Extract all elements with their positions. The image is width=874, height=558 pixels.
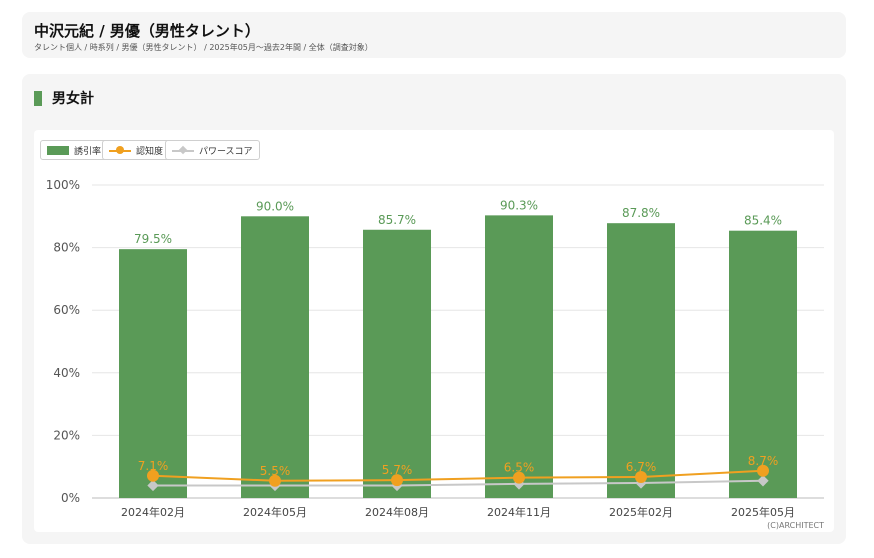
awareness-value-label: 6.7% [626,460,657,474]
y-tick-label: 60% [53,303,80,317]
awareness-point [391,474,403,487]
x-tick-label: 2024年02月 [121,505,185,519]
awareness-point [635,471,647,484]
chart-svg: 0% 20% 40% 60% 80% 100% 2024年02月 2024年05月 2024年0… [46,178,824,519]
awareness-point [269,474,281,487]
x-tick-label: 2024年05月 [243,505,307,519]
chart-card: 男女計 0% 20% 40% 60% 80% 100% 2024年02月 2024年05月 20… [22,74,846,544]
bar [119,249,187,498]
bar [241,216,309,499]
page-title: 中沢元紀 / 男優（男性タレント） [34,22,260,40]
line-diamond-swatch-icon [172,145,194,155]
section-title: 男女計 [52,91,94,107]
bar-value-label: 90.0% [256,199,294,213]
x-tick-label: 2024年11月 [487,505,551,519]
section-marker [34,91,42,106]
legend-attraction-button[interactable]: 誘引率 [40,140,109,160]
legend-awareness-button[interactable]: 認知度 [102,140,171,160]
y-tick-label: 100% [46,178,80,192]
y-tick-label: 80% [53,241,80,255]
power-point [757,475,769,487]
awareness-point [513,471,525,484]
bar [607,223,675,498]
awareness-point [757,464,769,477]
awareness-value-label: 5.7% [382,463,413,477]
awareness-point [147,469,159,482]
x-tick-label: 2025年05月 [731,505,795,519]
awareness-value-label: 7.1% [138,459,169,473]
bar-value-label: 85.4% [744,214,782,228]
copyright: (C)ARCHITECT [767,521,824,530]
y-tick-label: 20% [53,428,80,442]
awareness-value-label: 5.5% [260,464,291,478]
legend-power-label: パワースコア [199,146,253,157]
bar-value-label: 85.7% [378,213,416,227]
x-tick-label: 2025年02月 [609,505,673,519]
header-card: 中沢元紀 / 男優（男性タレント） タレント個人 / 時系列 / 男優（男性タレ… [22,12,846,58]
power-line [153,479,764,487]
y-tick-label: 40% [53,366,80,380]
bar-value-label: 90.3% [500,198,538,212]
chart-panel: 0% 20% 40% 60% 80% 100% 2024年02月 2024年05月 2024年0… [34,130,834,532]
legend-attraction-label: 誘引率 [74,146,102,157]
y-tick-label: 0% [61,491,80,505]
bar [485,215,553,498]
legend-power-button[interactable]: パワースコア [165,140,260,160]
line-dot-swatch-icon [109,145,131,155]
bar-value-label: 79.5% [134,232,172,246]
awareness-value-label: 6.5% [504,461,535,475]
breadcrumb: タレント個人 / 時系列 / 男優（男性タレント） / 2025年05月〜過去2… [34,43,373,52]
x-tick-label: 2024年08月 [365,505,429,519]
bar-value-label: 87.8% [622,206,660,220]
legend-awareness-label: 認知度 [136,146,164,157]
awareness-line [152,469,764,482]
bar [363,229,431,498]
awareness-value-label: 8.7% [748,454,779,468]
bar-swatch-icon [47,145,69,155]
bar [729,230,797,498]
